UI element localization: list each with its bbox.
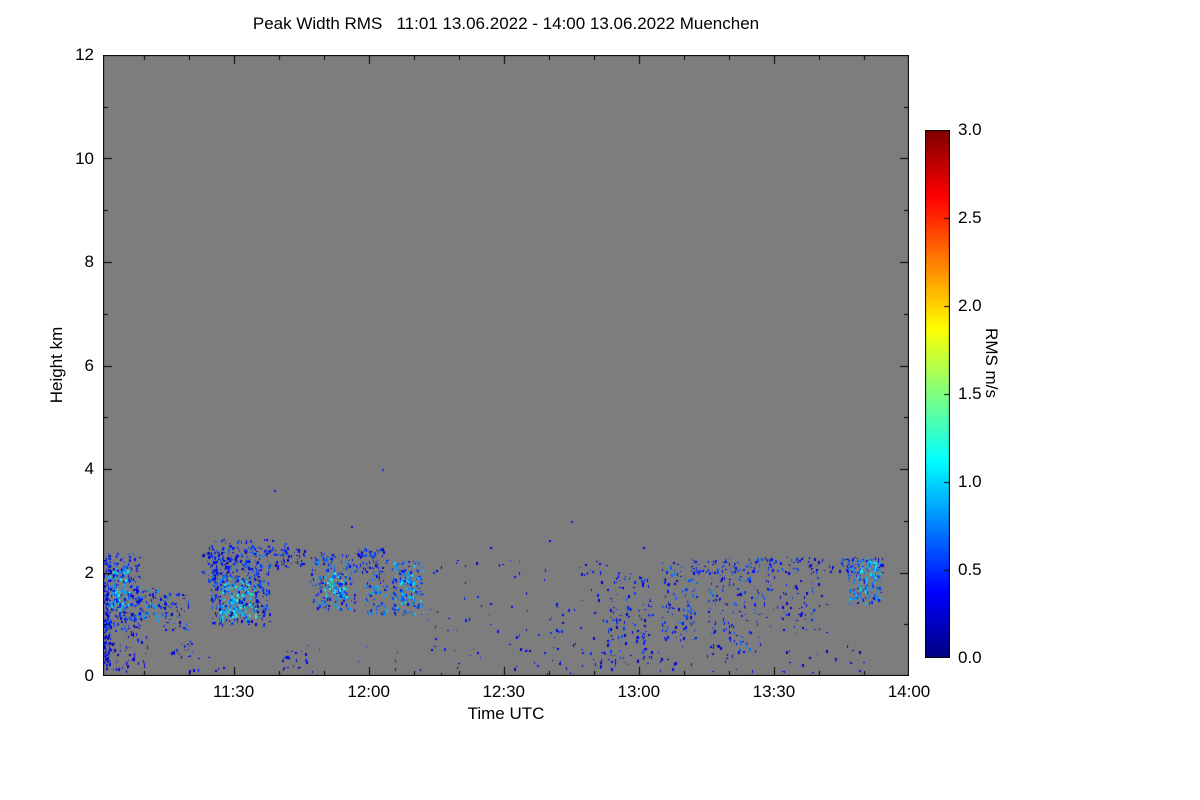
y-tick-label: 0 xyxy=(84,666,94,685)
colorbar-tick-label: 2.5 xyxy=(958,208,982,227)
colorbar-tick-label: 0.0 xyxy=(958,648,982,667)
colorbar-tick-label: 1.0 xyxy=(958,472,982,491)
chart-title: Peak Width RMS 11:01 13.06.2022 - 14:00 … xyxy=(252,14,760,33)
y-tick-label: 2 xyxy=(84,562,94,582)
y-tick-label: 10 xyxy=(75,148,94,168)
y-tick-label: 6 xyxy=(84,355,94,375)
y-tick-label: 12 xyxy=(75,45,94,64)
x-tick-label: 13:00 xyxy=(617,682,661,701)
colorbar-tick-label: 3.0 xyxy=(958,120,982,139)
x-axis-title: Time UTC xyxy=(467,704,545,723)
colorbar-tick-label: 0.5 xyxy=(958,560,982,579)
x-tick-label: 13:30 xyxy=(752,682,796,701)
colorbar-tick-label: 1.5 xyxy=(958,384,982,403)
colorbar-tick-label: 2.0 xyxy=(958,296,982,315)
x-tick-label: 12:30 xyxy=(482,682,525,701)
x-tick-label: 11:30 xyxy=(212,682,255,701)
x-tick-label: 12:00 xyxy=(347,682,390,701)
colorbar-canvas xyxy=(925,130,950,658)
x-tick-label: 14:00 xyxy=(887,682,931,701)
plot-canvas xyxy=(103,55,909,676)
y-tick-label: 8 xyxy=(84,252,94,271)
y-tick-label: 4 xyxy=(84,459,94,478)
